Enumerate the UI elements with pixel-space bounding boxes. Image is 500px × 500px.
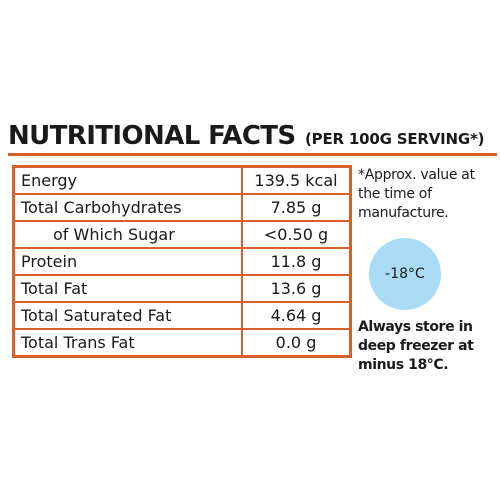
table-row: Total Fat 13.6 g: [12, 274, 352, 303]
nutrient-name: Energy: [12, 165, 243, 195]
nutrition-table: Energy 139.5 kcal Total Carbohydrates 7.…: [12, 165, 352, 358]
nutrient-name: of Which Sugar: [12, 220, 243, 249]
title-row: NUTRITIONAL FACTS (PER 100G SERVING*): [8, 121, 496, 151]
title-divider: [8, 153, 497, 156]
page-subtitle: (PER 100G SERVING*): [305, 130, 485, 148]
nutrient-value: <0.50 g: [241, 220, 352, 249]
nutrient-name: Total Carbohydrates: [12, 193, 243, 222]
nutrient-value: 13.6 g: [241, 274, 352, 303]
table-row: Total Saturated Fat 4.64 g: [12, 301, 352, 330]
nutrient-name: Total Saturated Fat: [12, 301, 243, 330]
table-row: of Which Sugar <0.50 g: [12, 220, 352, 249]
nutrient-value: 7.85 g: [241, 193, 352, 222]
nutrient-name: Total Fat: [12, 274, 243, 303]
table-row: Energy 139.5 kcal: [12, 165, 352, 195]
nutrient-value: 0.0 g: [241, 328, 352, 358]
nutrient-name: Total Trans Fat: [12, 328, 243, 358]
nutrient-value: 4.64 g: [241, 301, 352, 330]
table-row: Protein 11.8 g: [12, 247, 352, 276]
table-row: Total Carbohydrates 7.85 g: [12, 193, 352, 222]
approx-value-note: *Approx. value at the time of manufactur…: [358, 167, 475, 221]
temperature-label: -18°C: [385, 266, 425, 282]
nutrient-name: Protein: [12, 247, 243, 276]
page-title: NUTRITIONAL FACTS: [8, 121, 296, 151]
nutrient-value: 139.5 kcal: [241, 165, 352, 195]
storage-instruction: Always store in deep freezer at minus 18…: [358, 319, 474, 373]
table-row: Total Trans Fat 0.0 g: [12, 328, 352, 358]
temperature-badge: -18°C: [369, 238, 441, 310]
nutrient-value: 11.8 g: [241, 247, 352, 276]
